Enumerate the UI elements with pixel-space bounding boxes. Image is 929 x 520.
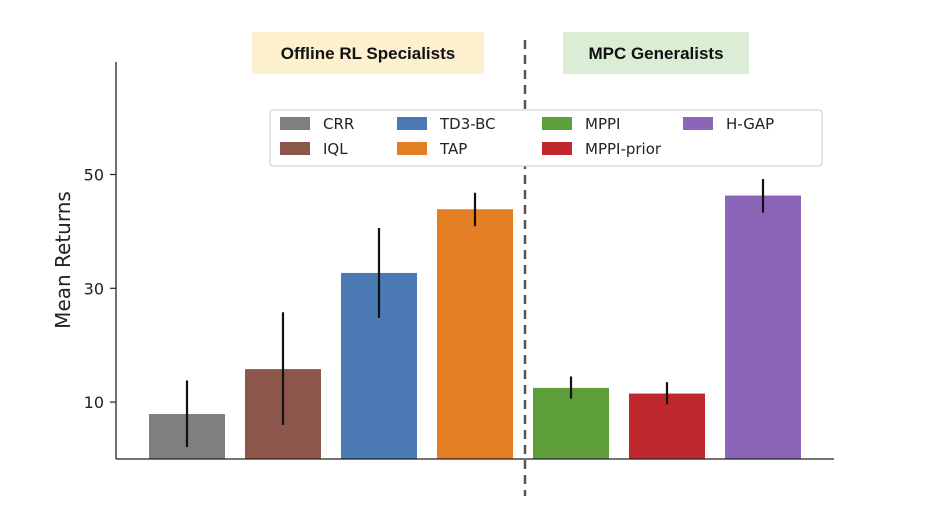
group-header-label: Offline RL Specialists	[281, 44, 455, 63]
group-header-label: MPC Generalists	[588, 44, 723, 63]
legend-label-td3-bc: TD3-BC	[439, 115, 496, 133]
legend-swatch-mppi-prior	[542, 142, 572, 155]
legend-label-crr: CRR	[323, 115, 354, 133]
legend-label-h-gap: H-GAP	[726, 115, 774, 133]
legend-label-mppi-prior: MPPI-prior	[585, 140, 662, 158]
legend: CRR IQL TD3-BC TAP MPPI MPPI-prior H-GAP	[269, 109, 823, 167]
bar-mppi-prior	[629, 393, 705, 459]
legend-swatch-tap	[397, 142, 427, 155]
y-tick-label: 50	[84, 166, 104, 185]
legend-swatch-iql	[280, 142, 310, 155]
group-header-offline-rl-specialists	[252, 32, 484, 74]
legend-swatch-h-gap	[683, 117, 713, 130]
legend-label-mppi: MPPI	[585, 115, 620, 133]
y-axis-title: Mean Returns	[51, 191, 75, 329]
y-tick-label: 30	[84, 279, 104, 298]
legend-swatch-mppi	[542, 117, 572, 130]
bar-mppi	[533, 387, 609, 459]
group-header-mpc-generalists	[563, 32, 749, 74]
legend-swatch-td3-bc	[397, 117, 427, 130]
legend-label-tap: TAP	[439, 140, 467, 158]
bar-tap	[437, 209, 513, 459]
legend-label-iql: IQL	[323, 140, 348, 158]
bar-h-gap	[725, 195, 801, 460]
y-tick-label: 10	[84, 393, 104, 412]
legend-swatch-crr	[280, 117, 310, 130]
